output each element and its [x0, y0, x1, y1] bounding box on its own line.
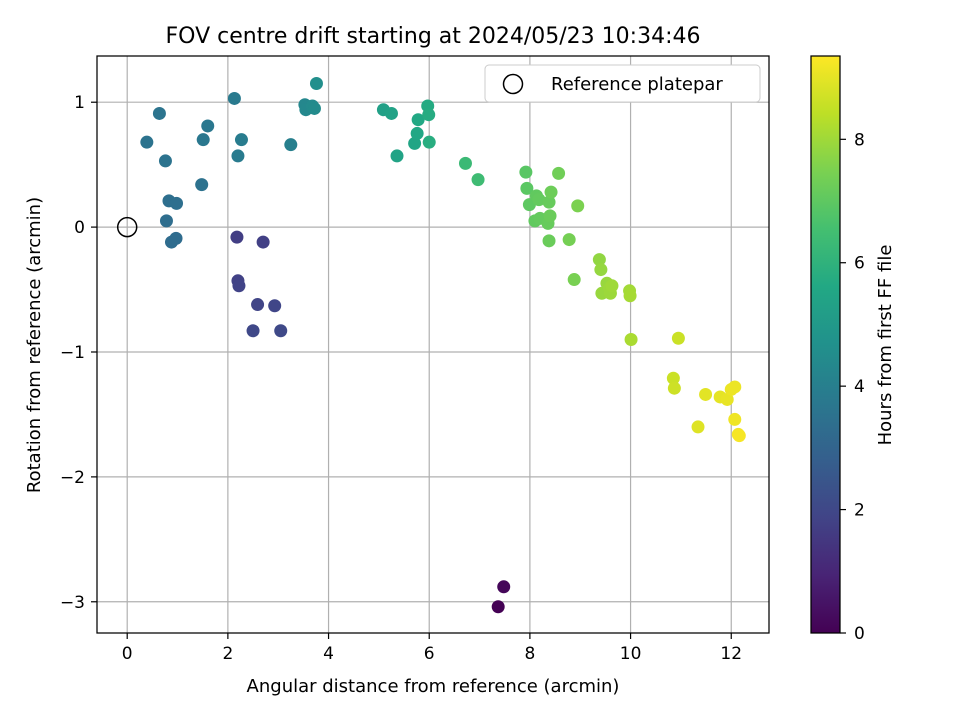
data-point — [519, 165, 533, 179]
colorbar-tick-label: 4 — [854, 377, 865, 397]
data-point — [422, 108, 436, 122]
data-point — [256, 235, 270, 249]
data-point — [232, 279, 246, 293]
x-tick-label: 4 — [323, 644, 334, 664]
data-point — [562, 233, 576, 247]
data-point — [623, 289, 637, 303]
data-point — [592, 253, 606, 267]
data-point — [251, 298, 265, 312]
data-point — [571, 199, 585, 213]
data-point — [411, 113, 425, 127]
data-point — [520, 181, 534, 195]
data-point — [667, 381, 681, 395]
legend-label: Reference platepar — [551, 74, 723, 95]
data-point — [666, 371, 680, 385]
data-point — [195, 178, 209, 192]
legend: Reference platepar — [484, 64, 761, 103]
data-point — [542, 195, 556, 209]
x-tick-label: 0 — [122, 644, 133, 664]
x-axis-ticks: 0 2 4 6 8 10 12 — [122, 633, 742, 664]
data-point — [543, 209, 557, 223]
colorbar-ticks: 0 2 4 6 8 — [840, 130, 865, 644]
data-point — [307, 101, 321, 115]
data-point — [544, 185, 558, 199]
data-point — [497, 580, 511, 594]
data-point — [152, 106, 166, 120]
y-tick-label: −3 — [60, 593, 85, 613]
y-axis-label: Rotation from reference (arcmin) — [24, 197, 45, 493]
data-point — [699, 387, 713, 401]
data-point — [408, 136, 422, 150]
data-point — [201, 119, 215, 133]
y-axis-ticks: −3 −2 −1 0 1 — [60, 93, 97, 613]
data-point — [158, 154, 172, 168]
colorbar — [810, 55, 841, 634]
legend-box — [484, 64, 761, 103]
y-tick-label: 0 — [74, 218, 85, 238]
data-point — [671, 331, 685, 345]
data-point — [169, 231, 183, 245]
data-point — [532, 193, 546, 207]
data-point — [728, 380, 742, 394]
data-point — [471, 173, 485, 187]
colorbar-tick-label: 2 — [854, 501, 865, 521]
data-point — [227, 91, 241, 105]
data-point — [274, 324, 288, 338]
y-tick-label: −2 — [60, 468, 85, 488]
data-point — [268, 299, 282, 313]
data-point — [170, 196, 184, 210]
reference-platepar-marker — [116, 216, 138, 238]
data-point — [196, 133, 210, 147]
colorbar-tick-label: 8 — [854, 130, 865, 150]
data-point — [522, 198, 536, 212]
data-point — [422, 135, 436, 149]
data-point — [284, 138, 298, 152]
y-tick-label: −1 — [60, 343, 85, 363]
data-point — [159, 214, 173, 228]
legend-reference-marker — [502, 73, 524, 95]
data-points — [140, 76, 746, 614]
data-point — [234, 133, 248, 147]
data-point — [728, 412, 742, 426]
data-point — [458, 156, 472, 170]
data-point — [732, 429, 746, 443]
data-point — [384, 106, 398, 120]
data-point — [624, 333, 638, 347]
data-point — [567, 273, 581, 287]
data-point — [691, 420, 705, 434]
data-point — [231, 149, 245, 163]
data-point — [390, 149, 404, 163]
data-point — [309, 76, 323, 90]
data-point — [720, 392, 734, 406]
data-point — [491, 600, 505, 614]
x-tick-label: 2 — [222, 644, 233, 664]
data-point — [542, 234, 556, 248]
data-point — [552, 166, 566, 180]
colorbar-tick-label: 6 — [854, 254, 865, 274]
plot-frame — [96, 55, 770, 634]
x-axis-label: Angular distance from reference (arcmin) — [247, 676, 620, 697]
data-point — [246, 324, 260, 338]
x-tick-label: 8 — [524, 644, 535, 664]
data-point — [605, 279, 619, 293]
colorbar-label: Hours from first FF file — [875, 245, 896, 446]
x-tick-label: 6 — [424, 644, 435, 664]
x-tick-label: 12 — [720, 644, 742, 664]
colorbar-tick-label: 0 — [854, 624, 865, 644]
data-point — [140, 135, 154, 149]
x-tick-label: 10 — [620, 644, 642, 664]
data-point — [594, 263, 608, 277]
chart-title: FOV centre drift starting at 2024/05/23 … — [166, 24, 701, 49]
y-tick-label: 1 — [74, 93, 85, 113]
data-point — [230, 230, 244, 244]
data-point — [410, 126, 424, 140]
